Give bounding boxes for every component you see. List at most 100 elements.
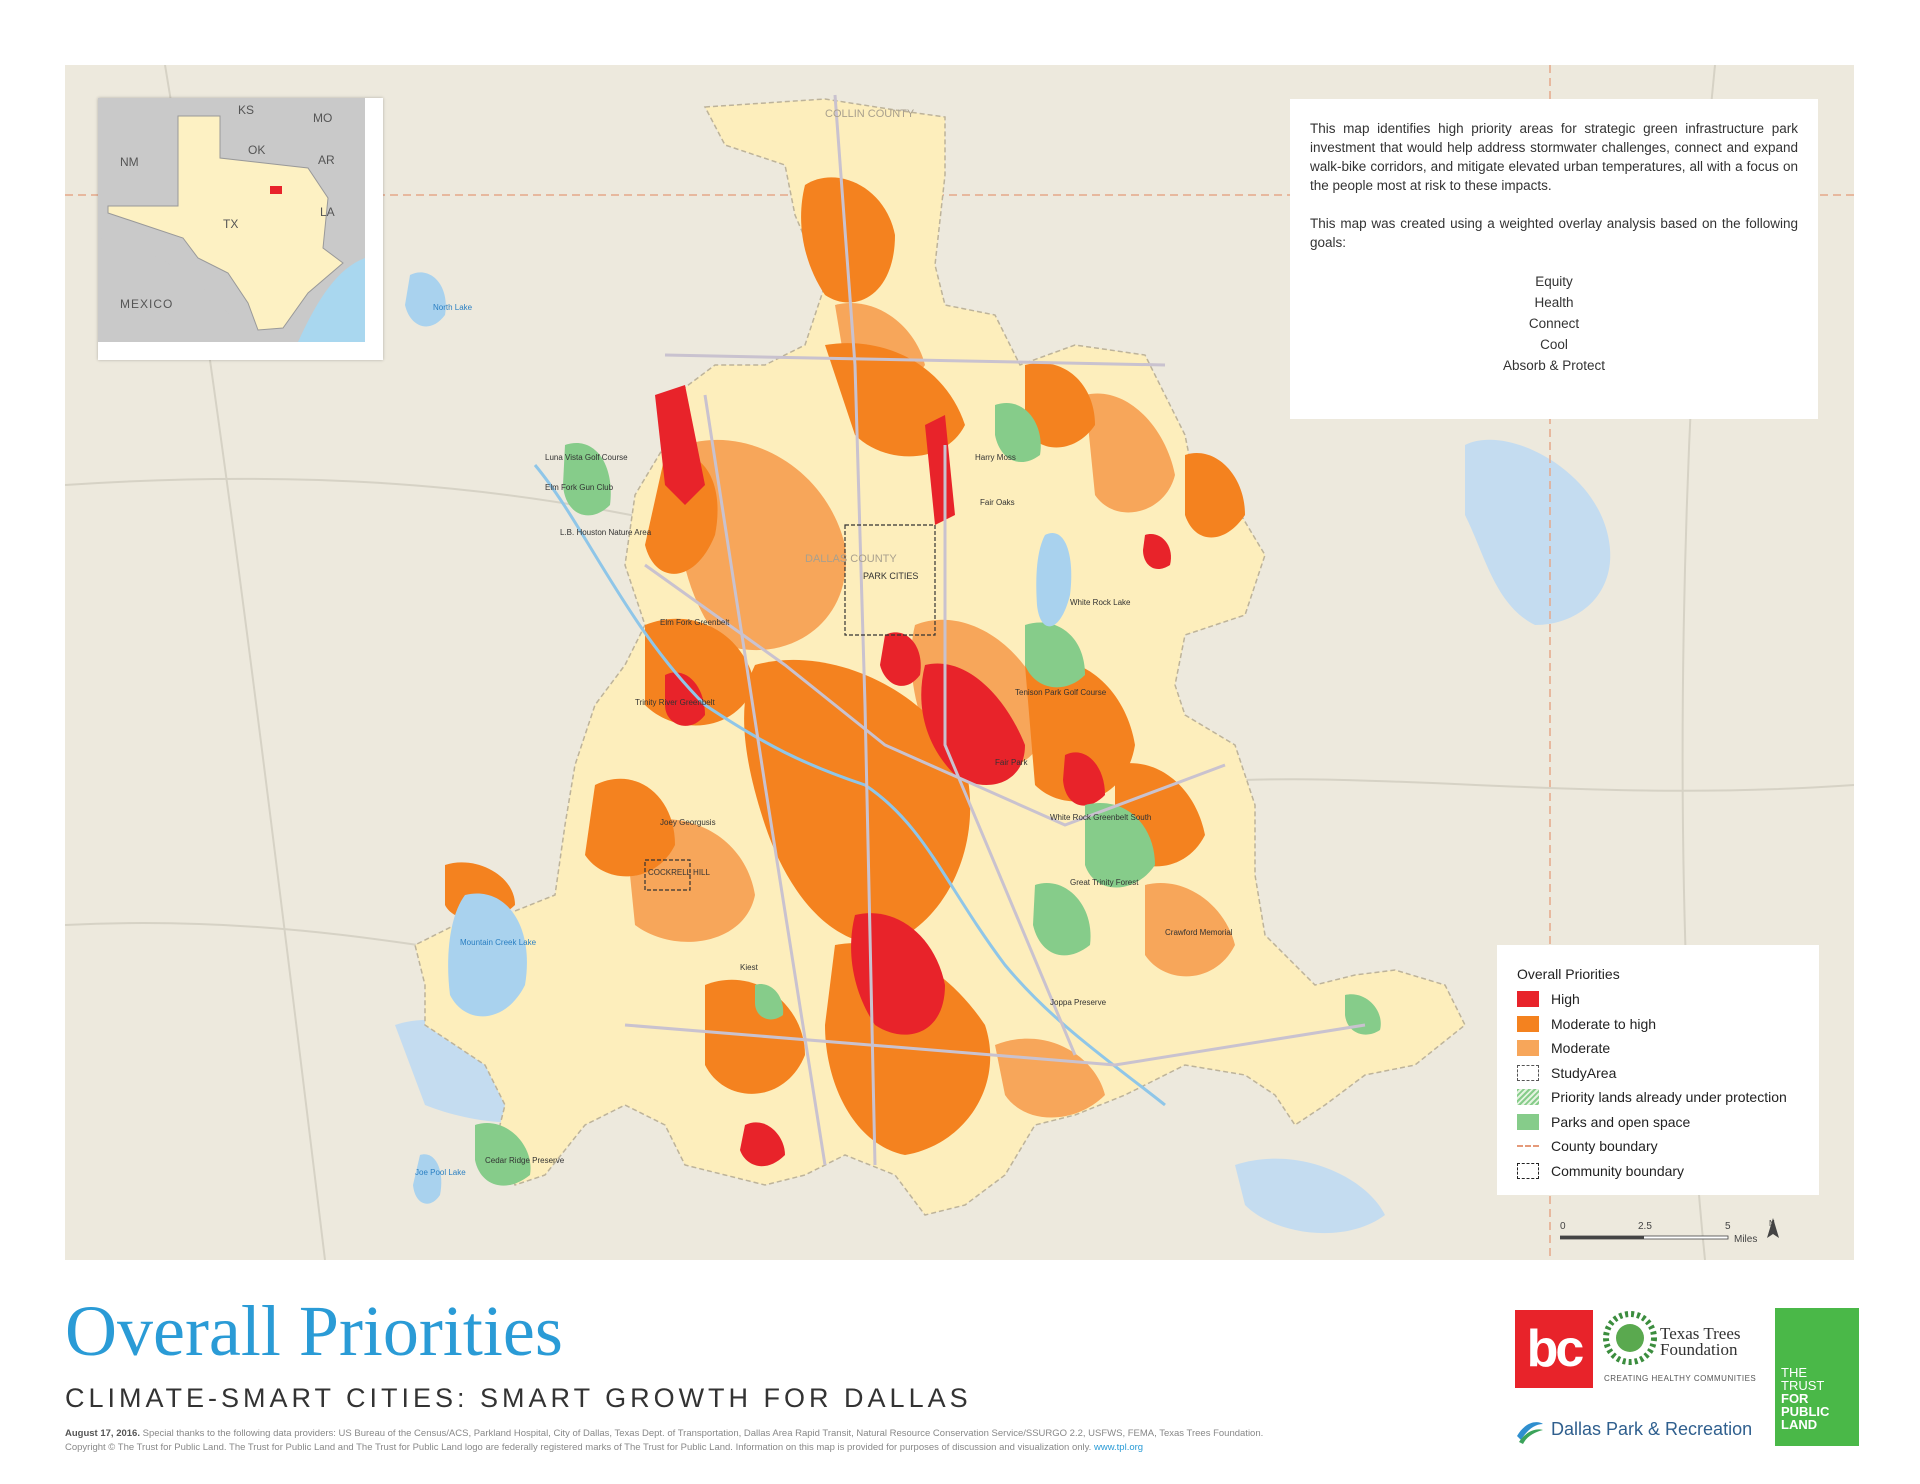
locator-map: KS MO OK NM AR TX LA MEXICO <box>98 98 365 342</box>
texas-trees-foundation-logo: Texas Trees Foundation CREATING HEALTHY … <box>1602 1310 1772 1390</box>
legend-swatch-moderate-to-high <box>1517 1015 1539 1032</box>
inset-label-mexico: MEXICO <box>120 297 173 311</box>
map-label-elm-fork-gun: Elm Fork Gun Club <box>545 483 614 492</box>
scale-tick-2-5: 2.5 <box>1638 1221 1652 1232</box>
trinity-river <box>533 464 1166 1107</box>
legend-item-priority-protected: Priority lands already under protection <box>1517 1085 1799 1110</box>
inset-label-ok: OK <box>248 143 265 157</box>
map-label-harry-moss: Harry Moss <box>975 453 1016 462</box>
legend-label: High <box>1551 991 1580 1008</box>
map-label-white-rock-greenbelt: White Rock Greenbelt South <box>1050 813 1151 822</box>
legend-item-county-boundary: County boundary <box>1517 1134 1799 1159</box>
description-paragraph-2: This map was created using a weighted ov… <box>1310 216 1798 250</box>
scale-tick-0: 0 <box>1560 1221 1566 1232</box>
tpl-word: THE <box>1781 1365 1807 1380</box>
map-label-park-cities: PARK CITIES <box>863 571 918 581</box>
north-lake <box>405 272 446 327</box>
inset-label-nm: NM <box>120 155 139 169</box>
tpl-word: LAND <box>1781 1417 1818 1432</box>
north-arrow-icon <box>1767 1218 1779 1238</box>
tpl-word: PUBLIC <box>1781 1404 1830 1419</box>
legend-label: Moderate <box>1551 1040 1611 1057</box>
texas-shape <box>107 115 344 331</box>
goal-item: Connect <box>1528 316 1580 331</box>
cockrell-hill-boundary <box>644 859 691 891</box>
map-canvas: COLLIN COUNTY DALLAS COUNTY PARK CITIES … <box>65 65 1854 1260</box>
map-label-joey-georgusis: Joey Georgusis <box>660 818 716 827</box>
map-label-dallas: DALLAS COUNTY <box>805 553 897 565</box>
map-label-cedar-ridge: Cedar Ridge Preserve <box>485 1156 565 1165</box>
map-frame: COLLIN COUNTY DALLAS COUNTY PARK CITIES … <box>65 65 1854 1260</box>
credits-url-link[interactable]: www.tpl.org <box>1093 1442 1144 1453</box>
map-label-elm-fork: Elm Fork Greenbelt <box>660 618 730 627</box>
ttf-tagline: CREATING HEALTHY COMMUNITIES <box>1604 1374 1757 1383</box>
legend-title: Overall Priorities <box>1517 966 1620 982</box>
scale-unit: Miles <box>1734 1234 1757 1245</box>
high-priority-areas <box>655 385 1171 1167</box>
legend-swatch-community-boundary <box>1517 1162 1539 1179</box>
map-label-great-trinity: Great Trinity Forest <box>1070 878 1139 887</box>
highways <box>624 94 1366 1166</box>
legend-item-parks: Parks and open space <box>1517 1110 1799 1135</box>
mountain-creek-lake <box>448 893 527 1017</box>
legend-item-community-boundary: Community boundary <box>1517 1159 1799 1184</box>
dallas-park-recreation-logo: Dallas Park & Recreation <box>1515 1412 1752 1446</box>
map-label-joe-pool: Joe Pool Lake <box>415 1168 466 1177</box>
map-label-lb-houston: L.B. Houston Nature Area <box>560 528 652 537</box>
goal-item: Equity <box>1535 274 1573 289</box>
park-cities-boundary <box>844 524 936 636</box>
inset-label-la: LA <box>320 205 335 219</box>
map-label-joppa: Joppa Preserve <box>1050 998 1107 1007</box>
legend-item-moderate-to-high: Moderate to high <box>1517 1012 1799 1037</box>
goal-item: Health <box>1534 295 1574 310</box>
map-label-tenison: Tenison Park Golf Course <box>1015 688 1107 697</box>
inset-label-ks: KS <box>238 103 254 117</box>
map-label-fair-park: Fair Park <box>995 758 1028 767</box>
locator-inset: KS MO OK NM AR TX LA MEXICO <box>98 98 383 360</box>
inset-label-ar: AR <box>318 153 335 167</box>
legend-swatch-county-boundary <box>1517 1145 1539 1148</box>
tpl-word: TRUST <box>1781 1378 1825 1393</box>
map-label-cockrell: COCKRELL HILL <box>648 868 711 877</box>
map-label-kiest: Kiest <box>740 963 759 972</box>
ttf-name: Texas Trees Foundation <box>1660 1324 1741 1359</box>
parks-and-open-space <box>475 403 1381 1186</box>
legend-label: StudyArea <box>1551 1064 1617 1081</box>
legend-item-high: High <box>1517 987 1799 1012</box>
lake-south-east <box>1235 1158 1385 1234</box>
map-label-luna-vista: Luna Vista Golf Course <box>545 453 628 462</box>
joe-pool-lake <box>413 1154 442 1204</box>
scale-tick-5: 5 <box>1725 1221 1731 1232</box>
legend-swatch-study-area <box>1517 1064 1539 1081</box>
legend-label: County boundary <box>1551 1138 1658 1155</box>
legend-swatch-parks <box>1517 1113 1539 1130</box>
map-label-mountain-creek: Mountain Creek Lake <box>460 938 537 947</box>
map-lakes <box>405 272 1072 1204</box>
legend-label: Moderate to high <box>1551 1015 1657 1032</box>
study-area-locator <box>270 186 282 194</box>
dpr-name: Dallas Park & Recreation <box>1551 1418 1753 1439</box>
lake-ray-hubbard <box>1465 439 1611 625</box>
legend-swatch-priority-protected <box>1517 1089 1539 1106</box>
description-box: This map identifies high priority areas … <box>1290 99 1818 419</box>
tpl-word: FOR <box>1781 1391 1809 1406</box>
legend-label: Community boundary <box>1551 1162 1685 1179</box>
credits-date: August 17, 2016. <box>65 1428 140 1439</box>
legend-label: Priority lands already under protection <box>1551 1089 1787 1106</box>
tree-icon <box>1603 1311 1657 1365</box>
credits: August 17, 2016. Special thanks to the f… <box>65 1427 1485 1455</box>
goal-item: Absorb & Protect <box>1502 358 1606 373</box>
north-label: N <box>1769 1219 1775 1228</box>
inset-label-tx: TX <box>223 217 238 231</box>
credits-line-2: Copyright © The Trust for Public Land. T… <box>65 1442 1092 1453</box>
legend-swatch-moderate <box>1517 1040 1539 1057</box>
legend: Overall Priorities High Moderate to high… <box>1497 945 1819 1195</box>
trust-for-public-land-logo: THE TRUST FOR PUBLIC LAND <box>1775 1308 1859 1446</box>
description-paragraph-1: This map identifies high priority areas … <box>1310 121 1798 193</box>
white-rock-lake <box>1036 533 1072 627</box>
scale-bar-graphic: 0 2.5 5 Miles N <box>1560 1218 1779 1245</box>
swoosh-icon <box>1517 1422 1543 1444</box>
legend-item-study-area: StudyArea <box>1517 1061 1799 1086</box>
credits-line-1: Special thanks to the following data pro… <box>142 1428 1264 1439</box>
map-label-group: COLLIN COUNTY DALLAS COUNTY PARK CITIES … <box>415 108 1233 1177</box>
